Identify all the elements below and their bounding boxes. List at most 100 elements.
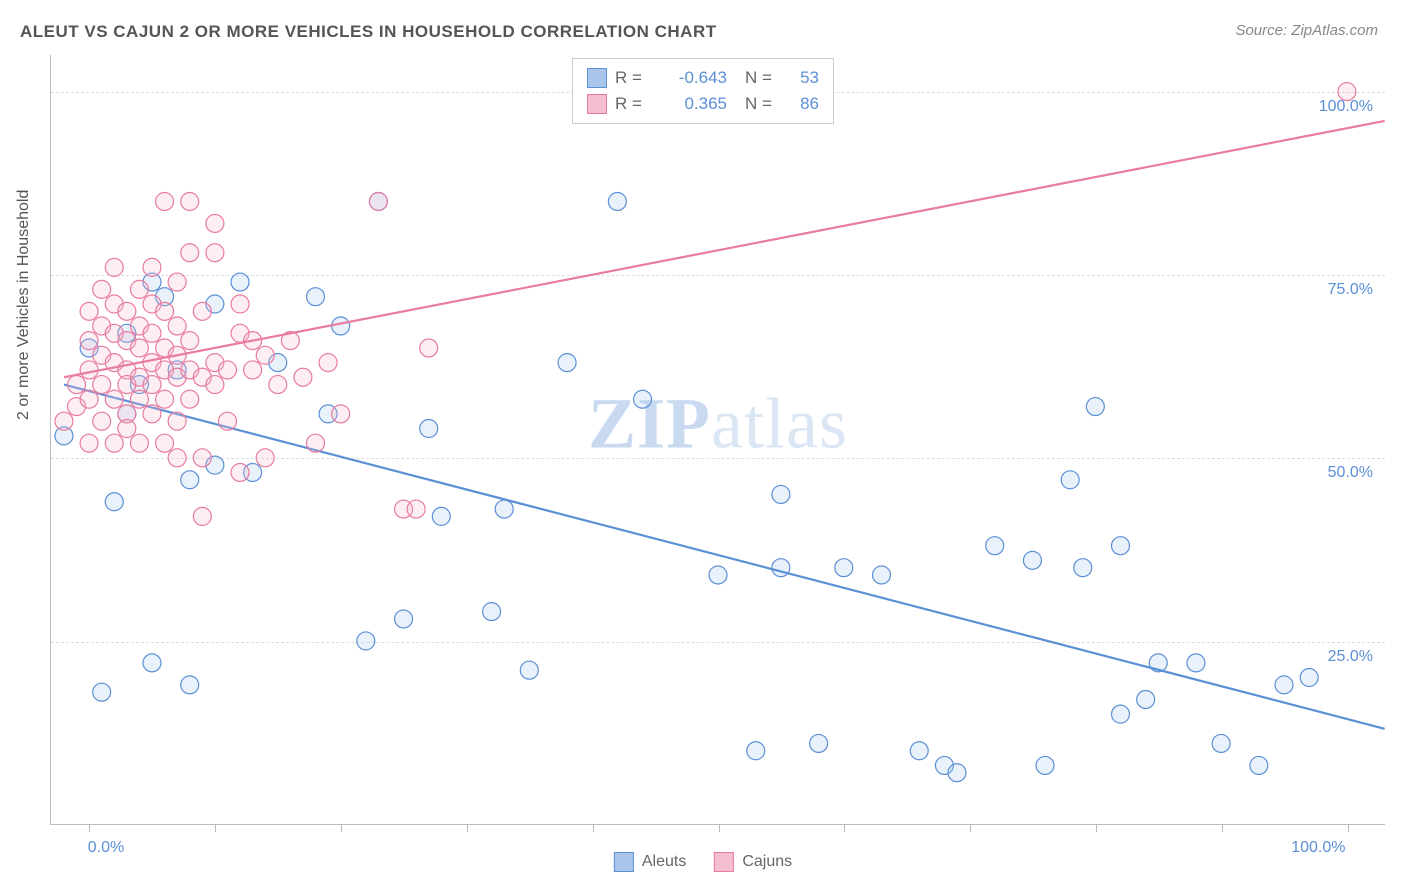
data-point [1023,551,1041,569]
data-point [1074,559,1092,577]
data-point [93,376,111,394]
source-credit: Source: ZipAtlas.com [1235,22,1378,39]
legend-r-value: -0.643 [655,65,727,91]
data-point [810,734,828,752]
data-point [307,434,325,452]
data-point [231,295,249,313]
data-point [432,507,450,525]
data-point [1086,398,1104,416]
data-point [130,280,148,298]
data-point [256,346,274,364]
data-point [143,405,161,423]
data-point [143,654,161,672]
series-legend: Aleuts Cajuns [614,852,792,872]
chart-area: ZIPatlas 25.0%50.0%75.0%100.0% [50,55,1385,825]
x-tick [341,824,342,832]
data-point [143,376,161,394]
data-point [420,339,438,357]
data-point [206,376,224,394]
data-point [68,376,86,394]
x-tick [970,824,971,832]
data-point [143,258,161,276]
data-point [1187,654,1205,672]
data-point [80,390,98,408]
data-point [168,273,186,291]
data-point [986,537,1004,555]
legend-n-label: N = [745,65,777,91]
data-point [105,493,123,511]
data-point [483,603,501,621]
data-point [80,332,98,350]
data-point [168,412,186,430]
data-point [634,390,652,408]
data-point [118,420,136,438]
data-point [835,559,853,577]
data-point [332,405,350,423]
data-point [294,368,312,386]
data-point [231,463,249,481]
data-point [181,676,199,694]
data-point [407,500,425,518]
data-point [156,434,174,452]
data-point [181,244,199,262]
data-point [1275,676,1293,694]
legend-n-value: 86 [785,91,819,117]
data-point [168,317,186,335]
legend-swatch [587,94,607,114]
y-axis-label: 2 or more Vehicles in Household [15,190,33,420]
data-point [420,420,438,438]
data-point [709,566,727,584]
x-tick [719,824,720,832]
data-point [93,280,111,298]
data-point [319,354,337,372]
data-point [193,449,211,467]
data-point [206,244,224,262]
legend-row: R =0.365N =86 [587,91,819,117]
data-point [80,302,98,320]
data-point [118,302,136,320]
legend-item: Aleuts [614,852,686,872]
legend-r-label: R = [615,65,647,91]
data-point [608,192,626,210]
data-point [218,361,236,379]
legend-n-label: N = [745,91,777,117]
data-point [1212,734,1230,752]
data-point [1300,669,1318,687]
data-point [168,449,186,467]
data-point [156,192,174,210]
legend-item: Cajuns [714,852,792,872]
x-tick [844,824,845,832]
x-tick-label: 0.0% [88,839,124,857]
data-point [181,390,199,408]
data-point [206,214,224,232]
data-point [395,610,413,628]
x-tick [593,824,594,832]
data-point [256,449,274,467]
data-point [193,302,211,320]
data-point [130,339,148,357]
data-point [558,354,576,372]
legend-row: R =-0.643N =53 [587,65,819,91]
data-point [1112,705,1130,723]
chart-title: ALEUT VS CAJUN 2 OR MORE VEHICLES IN HOU… [20,22,717,42]
data-point [80,361,98,379]
x-tick [467,824,468,832]
trend-line [64,121,1385,377]
data-point [130,434,148,452]
data-point [1061,471,1079,489]
legend-r-label: R = [615,91,647,117]
data-point [105,390,123,408]
correlation-legend: R =-0.643N =53R =0.365N =86 [572,58,834,124]
data-point [747,742,765,760]
data-point [105,434,123,452]
x-tick-label: 100.0% [1291,839,1345,857]
data-point [231,273,249,291]
legend-swatch [614,852,634,872]
data-point [93,683,111,701]
x-tick [89,824,90,832]
data-point [130,390,148,408]
data-point [1112,537,1130,555]
x-tick [215,824,216,832]
data-point [193,507,211,525]
data-point [269,376,287,394]
